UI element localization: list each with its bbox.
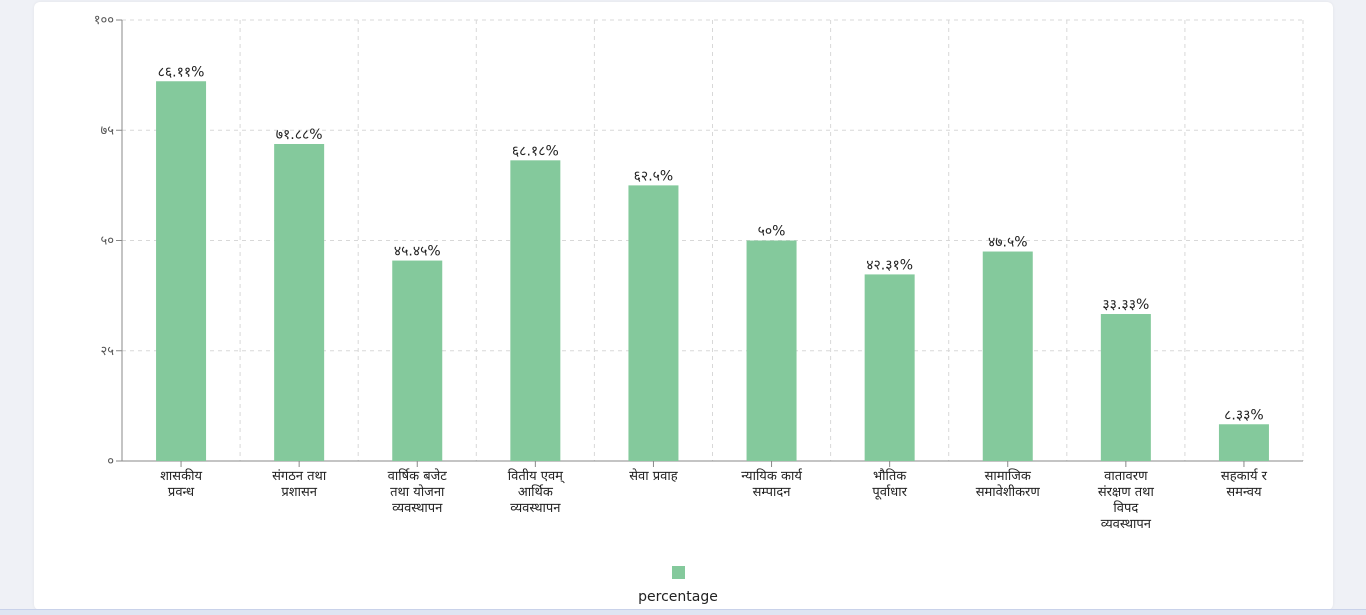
- data-label: ४५.४५%: [394, 244, 441, 260]
- y-tick-label: ०: [107, 454, 114, 469]
- bar[interactable]: [982, 251, 1033, 461]
- bar[interactable]: [510, 160, 561, 461]
- bar[interactable]: [628, 185, 679, 461]
- x-tick-label: सहकार्य र समन्वय: [1221, 468, 1268, 500]
- bar[interactable]: [746, 240, 797, 462]
- x-tick-label: संगठन तथा प्रशासन: [272, 469, 327, 500]
- data-label: ४२.३१%: [866, 257, 913, 273]
- x-tick-label: न्यायिक कार्य सम्पादन: [741, 468, 803, 500]
- x-tick-label: सेवा प्रवाह: [629, 468, 679, 484]
- bar[interactable]: [156, 81, 207, 462]
- y-tick-label: ५०: [100, 234, 114, 249]
- data-label: ८.३३%: [1224, 407, 1264, 423]
- bottom-strip: [0, 609, 1366, 615]
- bar[interactable]: [864, 274, 915, 461]
- y-tick-label: १००: [94, 13, 114, 28]
- chart-card: [34, 2, 1333, 610]
- data-label: ४७.५%: [988, 235, 1028, 251]
- x-tick-label: वितीय एवम् आर्थिक व्यवस्थापन: [508, 468, 565, 516]
- y-tick-label: ७५: [100, 123, 114, 138]
- bar[interactable]: [274, 144, 325, 461]
- bar[interactable]: [392, 260, 443, 461]
- x-tick-label: भौतिक पूर्वाधार: [872, 468, 907, 500]
- data-label: ६२.५%: [634, 168, 674, 184]
- data-label: ८६.११%: [158, 64, 205, 80]
- x-tick-label: वार्षिक बजेट तथा योजना व्यवस्थापन: [388, 468, 448, 516]
- data-label: ६८.१८%: [512, 143, 559, 159]
- legend-swatch[interactable]: [672, 566, 685, 579]
- bar[interactable]: [1100, 314, 1151, 461]
- bar[interactable]: [1218, 424, 1269, 461]
- data-label: ३३.३३%: [1102, 297, 1149, 313]
- data-label: ५०%: [758, 224, 786, 240]
- x-tick-label: सामाजिक समावेशीकरण: [976, 468, 1041, 500]
- legend-label[interactable]: percentage: [638, 589, 718, 605]
- data-label: ७१.८८%: [276, 127, 323, 143]
- y-tick-label: २५: [100, 344, 114, 359]
- x-tick-label: वातावरण संरक्षण तथा विपद व्यवस्थापन: [1098, 469, 1155, 532]
- x-tick-label: शासकीय प्रवन्ध: [160, 468, 202, 500]
